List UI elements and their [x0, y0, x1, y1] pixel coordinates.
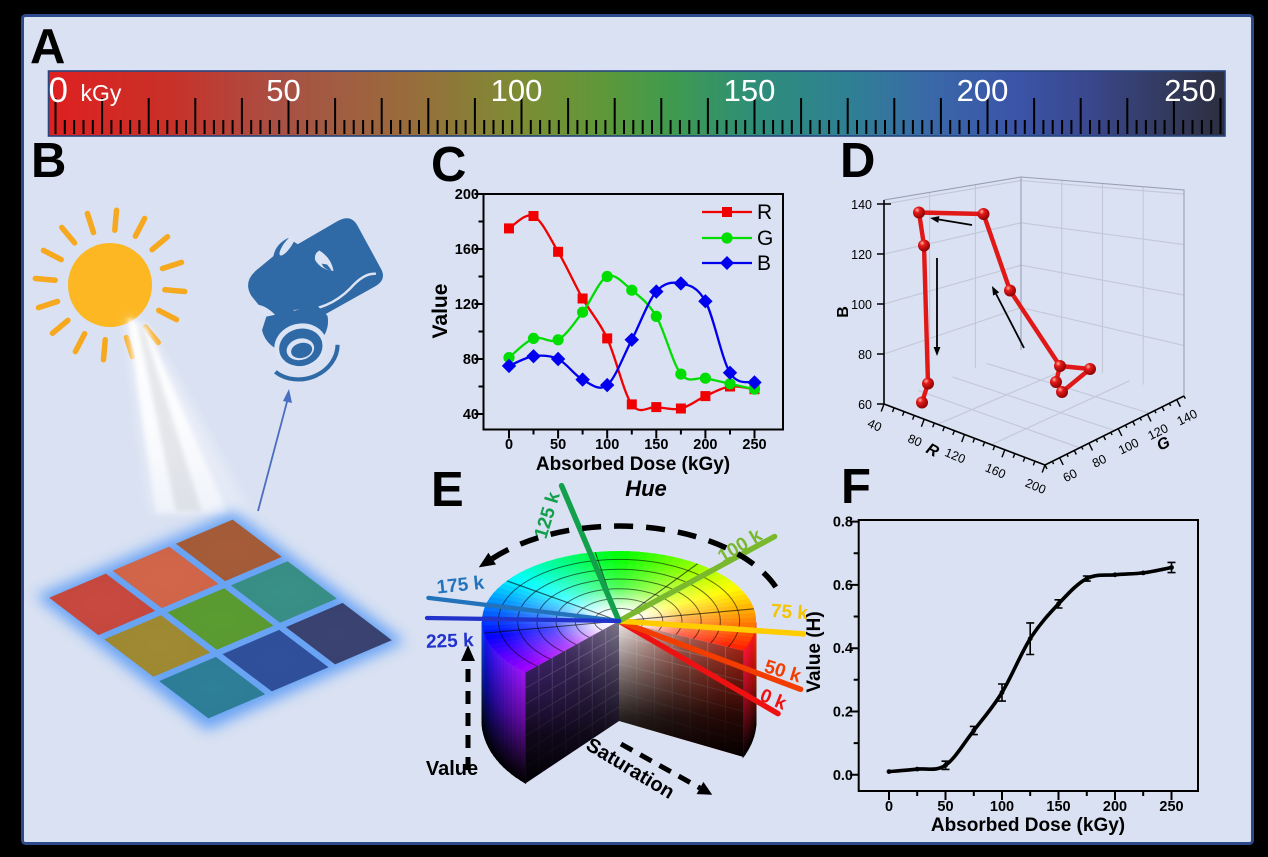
svg-text:100: 100: [990, 799, 1014, 815]
svg-text:D: D: [840, 134, 875, 188]
svg-text:150: 150: [724, 73, 776, 108]
svg-text:B: B: [757, 252, 771, 275]
svg-text:B: B: [31, 134, 66, 188]
svg-text:0.8: 0.8: [833, 515, 853, 531]
svg-text:kGy: kGy: [81, 80, 122, 106]
svg-text:80: 80: [1090, 452, 1109, 471]
svg-text:Value: Value: [429, 284, 452, 339]
svg-text:Absorbed Dose (kGy): Absorbed Dose (kGy): [931, 815, 1125, 836]
svg-text:60: 60: [1061, 466, 1080, 485]
svg-text:0.6: 0.6: [833, 578, 853, 594]
svg-text:120: 120: [455, 297, 479, 313]
svg-text:175 k: 175 k: [436, 573, 486, 599]
svg-text:80: 80: [906, 431, 924, 449]
svg-text:B: B: [835, 306, 852, 318]
svg-text:40: 40: [865, 416, 883, 434]
svg-text:60: 60: [858, 398, 872, 412]
svg-text:0.0: 0.0: [833, 768, 853, 784]
svg-text:100: 100: [851, 298, 872, 312]
svg-text:250: 250: [1164, 73, 1216, 108]
svg-text:150: 150: [1046, 799, 1070, 815]
svg-text:0.2: 0.2: [833, 705, 853, 721]
svg-text:0.4: 0.4: [833, 641, 853, 657]
svg-text:250: 250: [742, 437, 766, 453]
svg-text:0: 0: [885, 799, 893, 815]
svg-text:80: 80: [858, 348, 872, 362]
svg-text:225 k: 225 k: [426, 630, 475, 653]
svg-text:50: 50: [937, 799, 953, 815]
svg-text:A: A: [30, 20, 65, 74]
svg-text:50: 50: [266, 73, 300, 108]
svg-text:E: E: [431, 463, 464, 517]
svg-text:160: 160: [455, 242, 479, 258]
svg-text:100: 100: [491, 73, 543, 108]
svg-text:250: 250: [1159, 799, 1183, 815]
svg-text:140: 140: [851, 198, 872, 212]
svg-text:R: R: [757, 201, 772, 224]
svg-text:75 k: 75 k: [770, 601, 809, 625]
svg-text:Absorbed Dose (kGy): Absorbed Dose (kGy): [536, 454, 730, 475]
svg-text:Value (H): Value (H): [804, 611, 825, 692]
svg-text:50: 50: [550, 437, 566, 453]
svg-text:150: 150: [644, 437, 668, 453]
svg-text:C: C: [431, 138, 466, 192]
svg-text:200: 200: [957, 73, 1009, 108]
svg-text:200: 200: [1103, 799, 1127, 815]
svg-text:F: F: [841, 460, 871, 514]
svg-text:Hue: Hue: [625, 476, 667, 501]
svg-text:0: 0: [49, 71, 68, 110]
svg-text:40: 40: [463, 407, 479, 423]
svg-text:200: 200: [693, 437, 717, 453]
svg-text:0: 0: [505, 437, 513, 453]
svg-text:G: G: [757, 227, 773, 250]
svg-text:80: 80: [463, 352, 479, 368]
svg-text:100: 100: [595, 437, 619, 453]
svg-text:120: 120: [851, 248, 872, 262]
svg-text:200: 200: [455, 187, 479, 203]
svg-text:Value: Value: [426, 758, 478, 780]
